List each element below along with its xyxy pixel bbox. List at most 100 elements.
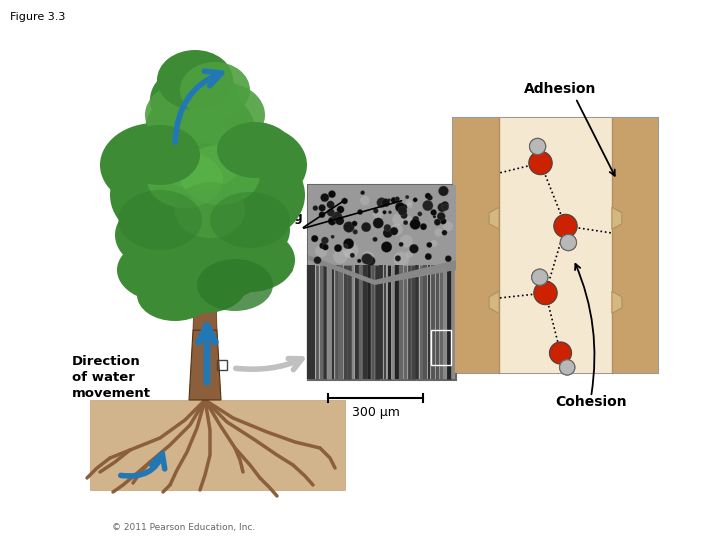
Circle shape xyxy=(373,218,384,228)
Circle shape xyxy=(387,199,391,202)
Text: Figure 3.3: Figure 3.3 xyxy=(10,12,66,22)
Circle shape xyxy=(531,269,548,285)
Circle shape xyxy=(410,219,420,230)
Circle shape xyxy=(440,218,446,224)
Circle shape xyxy=(343,221,354,232)
FancyArrowPatch shape xyxy=(458,354,474,366)
Circle shape xyxy=(420,224,427,230)
Circle shape xyxy=(438,203,446,212)
Circle shape xyxy=(423,200,433,211)
Circle shape xyxy=(434,219,441,226)
Circle shape xyxy=(395,197,400,201)
Polygon shape xyxy=(489,292,499,313)
Circle shape xyxy=(528,151,552,175)
Ellipse shape xyxy=(180,145,260,205)
Circle shape xyxy=(425,193,431,199)
Circle shape xyxy=(373,237,377,242)
Polygon shape xyxy=(308,255,456,285)
Circle shape xyxy=(328,191,336,198)
Circle shape xyxy=(431,210,437,215)
Circle shape xyxy=(312,206,318,211)
Circle shape xyxy=(392,213,405,226)
FancyArrowPatch shape xyxy=(175,71,222,142)
Ellipse shape xyxy=(110,145,240,245)
Ellipse shape xyxy=(205,228,295,292)
Circle shape xyxy=(327,201,334,208)
Circle shape xyxy=(434,228,443,237)
Circle shape xyxy=(337,206,344,213)
Ellipse shape xyxy=(158,219,262,291)
Text: Direction
of water
movement: Direction of water movement xyxy=(72,355,151,400)
Circle shape xyxy=(382,199,390,207)
Circle shape xyxy=(405,199,413,206)
Ellipse shape xyxy=(117,238,213,302)
Circle shape xyxy=(323,244,328,250)
Polygon shape xyxy=(193,260,217,330)
Circle shape xyxy=(320,193,329,202)
Circle shape xyxy=(405,195,409,199)
Circle shape xyxy=(407,202,413,208)
Circle shape xyxy=(381,241,392,252)
Polygon shape xyxy=(189,330,221,400)
Circle shape xyxy=(441,204,449,211)
Circle shape xyxy=(350,253,355,258)
Circle shape xyxy=(320,242,326,249)
Ellipse shape xyxy=(185,83,265,147)
FancyArrowPatch shape xyxy=(235,359,302,369)
Circle shape xyxy=(400,235,413,247)
Polygon shape xyxy=(612,207,622,230)
Circle shape xyxy=(559,360,575,375)
Circle shape xyxy=(331,213,340,222)
Circle shape xyxy=(377,198,387,207)
Ellipse shape xyxy=(147,152,223,208)
Circle shape xyxy=(314,256,321,264)
Circle shape xyxy=(427,195,433,200)
Ellipse shape xyxy=(163,257,247,313)
Circle shape xyxy=(390,227,398,235)
Ellipse shape xyxy=(115,197,225,273)
Circle shape xyxy=(361,253,372,265)
Circle shape xyxy=(343,242,359,258)
Circle shape xyxy=(431,240,437,247)
Circle shape xyxy=(413,198,418,202)
Circle shape xyxy=(442,230,447,235)
Circle shape xyxy=(384,224,391,231)
Polygon shape xyxy=(453,118,658,373)
Circle shape xyxy=(383,228,392,238)
Circle shape xyxy=(345,249,354,258)
Text: 300 μm: 300 μm xyxy=(351,406,400,419)
Circle shape xyxy=(328,217,336,225)
Text: © 2011 Pearson Education, Inc.: © 2011 Pearson Education, Inc. xyxy=(112,523,256,532)
Circle shape xyxy=(441,201,449,209)
Polygon shape xyxy=(489,207,499,230)
Polygon shape xyxy=(308,185,456,265)
Circle shape xyxy=(332,212,342,222)
Circle shape xyxy=(333,249,348,264)
Circle shape xyxy=(336,217,344,225)
Circle shape xyxy=(445,255,451,262)
Ellipse shape xyxy=(180,62,250,118)
Ellipse shape xyxy=(150,65,240,135)
Circle shape xyxy=(401,204,407,210)
Ellipse shape xyxy=(157,50,233,110)
Circle shape xyxy=(398,206,407,215)
Ellipse shape xyxy=(140,120,280,230)
Circle shape xyxy=(531,269,548,285)
Circle shape xyxy=(321,237,328,244)
Circle shape xyxy=(425,253,431,260)
Circle shape xyxy=(366,252,374,261)
Circle shape xyxy=(559,360,575,375)
Ellipse shape xyxy=(100,123,210,207)
Circle shape xyxy=(390,224,402,236)
Text: Cohesion: Cohesion xyxy=(555,395,627,409)
Circle shape xyxy=(357,210,363,215)
Ellipse shape xyxy=(118,190,202,250)
Circle shape xyxy=(395,202,405,212)
Circle shape xyxy=(327,208,335,217)
Circle shape xyxy=(343,239,354,249)
Ellipse shape xyxy=(120,125,200,185)
Circle shape xyxy=(529,138,546,154)
Text: Adhesion: Adhesion xyxy=(524,82,597,96)
Circle shape xyxy=(438,186,449,196)
Circle shape xyxy=(334,244,342,252)
